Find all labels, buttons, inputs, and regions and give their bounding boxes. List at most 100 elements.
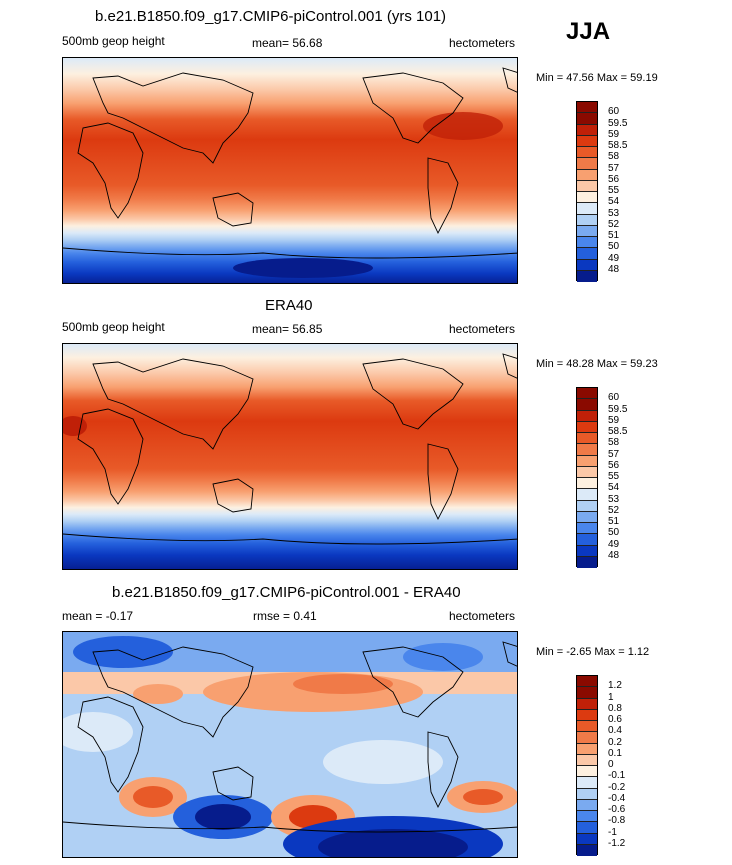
- panel1-map: [62, 57, 518, 284]
- colorbar-tick-label: 56: [608, 173, 620, 185]
- colorbar-tick-label: 49: [608, 538, 620, 550]
- colorbar-tick-label: 0.1: [608, 747, 622, 759]
- colorbar-segment: [577, 466, 597, 478]
- colorbar-tick-label: 0: [608, 759, 614, 770]
- colorbar-tick-label: 58: [608, 151, 620, 163]
- colorbar-tick-label: -0.2: [608, 781, 626, 793]
- panel2-high-center: [63, 416, 87, 436]
- colorbar-segment: [577, 237, 597, 249]
- panel1-minmax: Min = 47.56 Max = 59.19: [536, 72, 658, 84]
- colorbar-segment: [577, 180, 597, 192]
- colorbar-segment: [577, 124, 597, 136]
- colorbar-tick-label: 57: [608, 448, 620, 460]
- colorbar-segment: [577, 844, 597, 856]
- colorbar-tick-label: -0.6: [608, 804, 626, 815]
- colorbar-tick-label: -0.8: [608, 815, 626, 827]
- panel1-field: [63, 58, 517, 283]
- colorbar-tick-label: 58.5: [608, 140, 628, 151]
- colorbar-tick-label: 53: [608, 493, 620, 505]
- colorbar-segment: [577, 399, 597, 411]
- panel1-colorbar: [576, 101, 598, 282]
- colorbar-segment: [577, 489, 597, 501]
- colorbar-tick-label: 52: [608, 218, 620, 230]
- colorbar-tick-label: -0.1: [608, 770, 626, 782]
- colorbar-segment: [577, 511, 597, 523]
- colorbar-segment: [577, 444, 597, 456]
- colorbar-segment: [577, 102, 597, 114]
- colorbar-tick-label: 49: [608, 252, 620, 264]
- colorbar-tick-label: -1: [608, 826, 617, 838]
- panel1-high-center: [423, 112, 503, 140]
- colorbar-segment: [577, 799, 597, 811]
- colorbar-segment: [577, 545, 597, 557]
- panel2-coastlines: [63, 353, 517, 545]
- colorbar-tick-label: 58: [608, 437, 620, 449]
- panel3-map: [62, 631, 518, 858]
- colorbar-segment: [577, 754, 597, 766]
- colorbar-segment: [577, 147, 597, 159]
- colorbar-tick-label: -0.4: [608, 792, 626, 804]
- colorbar-segment: [577, 410, 597, 422]
- colorbar-segment: [577, 766, 597, 778]
- colorbar-tick-label: 55: [608, 185, 620, 196]
- colorbar-segment: [577, 225, 597, 237]
- colorbar-tick-label: 48: [608, 549, 620, 561]
- colorbar-tick-label: 0.8: [608, 702, 622, 714]
- colorbar-segment: [577, 788, 597, 800]
- panel3-rmse-label: rmse = 0.41: [253, 609, 317, 623]
- colorbar-tick-label: 60: [608, 106, 620, 118]
- colorbar-tick-label: 50: [608, 527, 620, 539]
- colorbar-segment: [577, 721, 597, 733]
- panel1-title: b.e21.B1850.f09_g17.CMIP6-piControl.001 …: [95, 8, 447, 25]
- colorbar-segment: [577, 777, 597, 789]
- panel2-mean-label: mean= 56.85: [252, 322, 323, 336]
- colorbar-tick-label: 0.4: [608, 725, 622, 737]
- colorbar-tick-label: 58.5: [608, 426, 628, 437]
- panel3-title: b.e21.B1850.f09_g17.CMIP6-piControl.001 …: [112, 584, 461, 601]
- panel1-mean-label: mean= 56.68: [252, 36, 323, 50]
- colorbar-tick-label: 54: [608, 196, 620, 208]
- colorbar-segment: [577, 811, 597, 823]
- panel3-mean-label: mean = -0.17: [62, 609, 134, 623]
- colorbar-tick-label: 53: [608, 207, 620, 219]
- colorbar-tick-label: 51: [608, 516, 620, 527]
- panel3-coastlines: [63, 641, 517, 833]
- season-label: JJA: [566, 18, 611, 45]
- colorbar-tick-label: 0.6: [608, 714, 622, 725]
- panel1-left-label: 500mb geop height: [62, 34, 165, 48]
- colorbar-tick-label: 52: [608, 504, 620, 516]
- colorbar-segment: [577, 421, 597, 433]
- panel3-colorbar: [576, 675, 598, 856]
- colorbar-tick-label: 51: [608, 230, 620, 241]
- panel1-coastlines: [63, 67, 517, 259]
- colorbar-segment: [577, 135, 597, 147]
- colorbar-tick-label: 1.2: [608, 680, 622, 692]
- colorbar-tick-label: 0.2: [608, 736, 622, 748]
- panel2-left-label: 500mb geop height: [62, 320, 165, 334]
- panel2-title: ERA40: [265, 297, 313, 314]
- colorbar-tick-label: 59.5: [608, 403, 628, 415]
- colorbar-tick-label: 59: [608, 128, 620, 140]
- colorbar-tick-label: 54: [608, 482, 620, 494]
- colorbar-segment: [577, 732, 597, 744]
- panel2-field: [63, 344, 517, 569]
- colorbar-segment: [577, 833, 597, 845]
- colorbar-tick-label: 55: [608, 471, 620, 482]
- panel1-low-center: [233, 258, 373, 278]
- colorbar-segment: [577, 822, 597, 834]
- colorbar-segment: [577, 433, 597, 445]
- colorbar-segment: [577, 158, 597, 170]
- panel3-anomalies: [63, 632, 517, 857]
- colorbar-tick-label: 57: [608, 162, 620, 174]
- colorbar-segment: [577, 388, 597, 400]
- colorbar-segment: [577, 203, 597, 215]
- colorbar-tick-label: 50: [608, 241, 620, 253]
- colorbar-segment: [577, 259, 597, 271]
- colorbar-segment: [577, 534, 597, 546]
- colorbar-segment: [577, 500, 597, 512]
- colorbar-segment: [577, 248, 597, 260]
- colorbar-segment: [577, 698, 597, 710]
- colorbar-segment: [577, 709, 597, 721]
- colorbar-segment: [577, 743, 597, 755]
- colorbar-tick-label: -1.2: [608, 837, 626, 849]
